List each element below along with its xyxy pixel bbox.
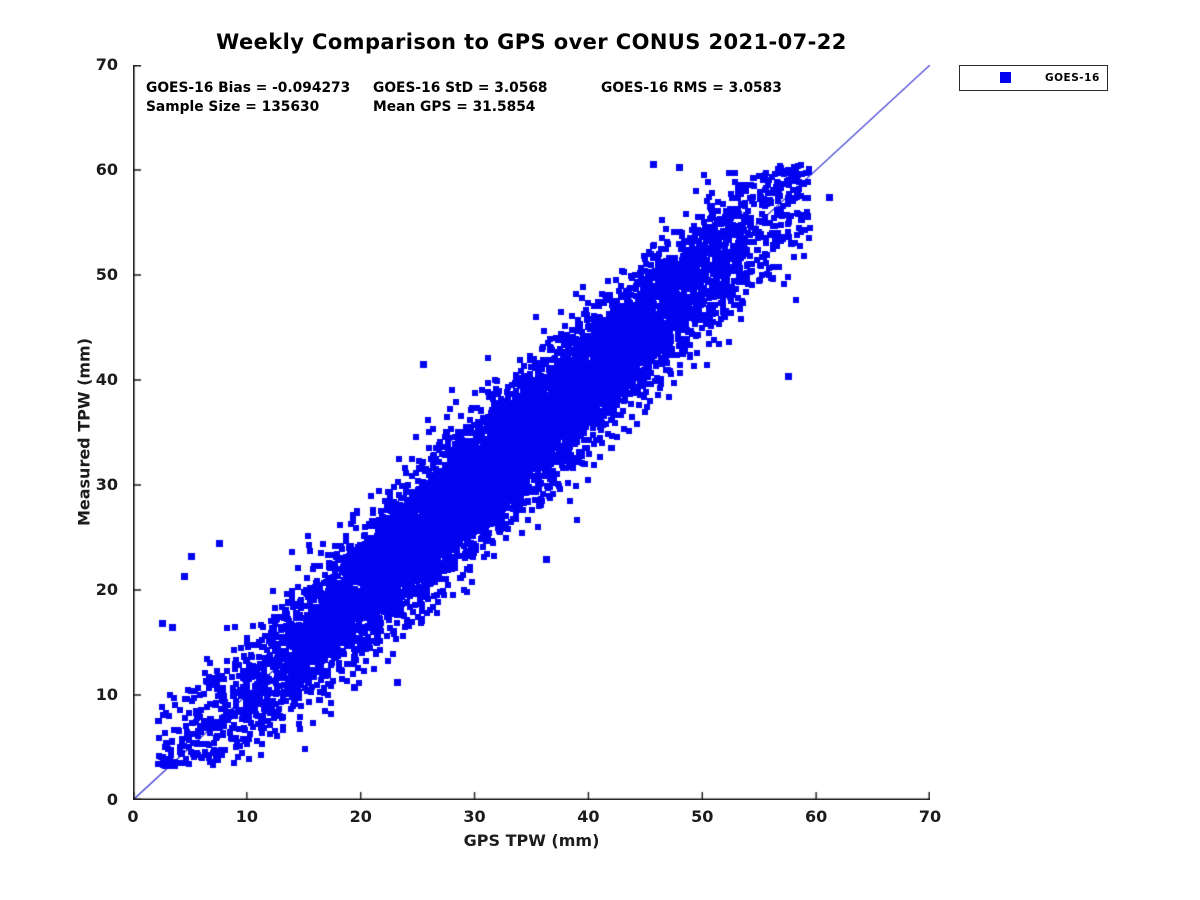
y-tick-label-50: 50 bbox=[95, 265, 118, 284]
y-tick-label-40: 40 bbox=[95, 370, 118, 389]
x-tick-label-10: 10 bbox=[235, 807, 258, 826]
y-axis-label: Measured TPW (mm) bbox=[74, 337, 94, 527]
x-tick-label-60: 60 bbox=[805, 807, 828, 826]
y-tick-label-70: 70 bbox=[95, 55, 118, 74]
y-tick-label-60: 60 bbox=[95, 160, 118, 179]
x-tick-label-0: 0 bbox=[127, 807, 139, 826]
legend-label: GOES-16 bbox=[1045, 72, 1100, 84]
x-tick-label-40: 40 bbox=[577, 807, 600, 826]
legend: GOES-16 bbox=[959, 65, 1108, 91]
x-tick-label-30: 30 bbox=[463, 807, 486, 826]
legend-marker-icon bbox=[1000, 72, 1011, 83]
scatter-plot-canvas bbox=[133, 65, 930, 800]
y-tick-label-30: 30 bbox=[95, 475, 118, 494]
y-tick-label-0: 0 bbox=[106, 790, 118, 809]
x-axis-label: GPS TPW (mm) bbox=[463, 831, 600, 850]
y-tick-label-20: 20 bbox=[95, 580, 118, 599]
chart-title: Weekly Comparison to GPS over CONUS 2021… bbox=[216, 30, 847, 54]
y-tick-label-10: 10 bbox=[95, 685, 118, 704]
x-tick-label-50: 50 bbox=[691, 807, 714, 826]
x-tick-label-20: 20 bbox=[349, 807, 372, 826]
x-tick-label-70: 70 bbox=[918, 807, 942, 826]
